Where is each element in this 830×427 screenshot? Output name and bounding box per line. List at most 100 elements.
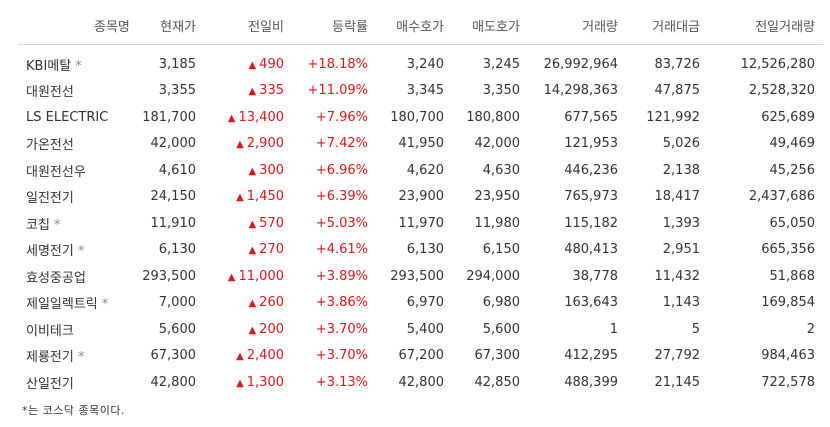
stock-name-link[interactable]: 효성중공업 [26,270,86,286]
bid-price-cell: 67,200 [398,348,445,364]
table-row: 대원전선우 4,610 ▲ 300 +6.96% 4,620 4,630 446,236 2,1… [18,157,823,184]
prev-volume-cell: 65,050 [769,215,816,231]
change-value: 570 [259,215,284,231]
trading-amount-cell: 21,145 [654,374,701,390]
stock-name-link[interactable]: LS ELECTRIC [26,109,109,125]
volume-cell: 121,953 [564,136,618,152]
up-triangle-icon: ▲ [248,218,257,230]
footnote: *는 코스닥 종목이다. [22,404,125,417]
stock-name-cell: 세명전기 * [18,237,136,264]
stock-name-cell: 일진전기 [18,184,136,211]
stock-name-link[interactable]: 이비테크 [26,323,74,339]
change-rate-cell: +18.18% [307,56,368,72]
bid-price-cell: 293,500 [390,268,444,284]
header-stock-name: 종목명 [18,6,136,45]
change-value: 2,900 [246,136,284,152]
kosdaq-mark: * [77,350,85,366]
table-row: 일진전기 24,150 ▲ 1,450 +6.39% 23,900 23,950 765,97… [18,184,823,211]
ask-price-cell: 6,150 [482,242,520,258]
volume-cell: 26,992,964 [543,56,618,72]
stock-name-link[interactable]: 제룡전기 [26,350,74,366]
volume-cell: 765,973 [564,189,618,205]
bid-price-cell: 42,800 [398,374,445,390]
up-triangle-icon: ▲ [227,112,236,124]
table-row: 산일전기 42,800 ▲ 1,300 +3.13% 42,800 42,850 488,39… [18,369,823,396]
change-value: 300 [259,162,284,178]
bid-price-cell: 4,620 [406,162,444,178]
table-row: 대원전선 3,355 ▲ 335 +11.09% 3,345 3,350 14,298,363… [18,78,823,105]
volume-cell: 14,298,363 [543,83,618,99]
table-body: KBI메탈 * 3,185 ▲ 490 +18.18% 3,240 3,245 26,992,9… [18,45,823,396]
change-rate-cell: +7.96% [315,109,368,125]
up-triangle-icon: ▲ [236,192,244,204]
table-row: 제룡전기 * 67,300 ▲ 2,400 +3.70% 67,200 67,300 412,2… [18,343,823,370]
table-header-row: 종목명 현재가 전일비 등락률 매수호가 매도호가 거래량 거래대금 전일거래량 [18,6,823,45]
table-row: 코칩 * 11,910 ▲ 570 +5.03% 11,970 11,980 115,182 1,… [18,210,823,237]
up-triangle-icon: ▲ [248,298,257,310]
change-value: 200 [259,321,284,337]
stock-name-cell: 효성중공업 [18,263,136,290]
stock-name-link[interactable]: 일진전기 [26,191,74,207]
change-cell: ▲ 570 [204,210,292,237]
ask-price-cell: 180,800 [466,109,520,125]
trading-amount-cell: 11,432 [654,268,701,284]
ask-price-cell: 3,245 [482,56,520,72]
stock-quote-table: 종목명 현재가 전일비 등락률 매수호가 매도호가 거래량 거래대금 전일거래량… [18,6,823,396]
stock-name-cell: KBI메탈 * [18,45,136,78]
change-value: 490 [259,56,284,72]
trading-amount-cell: 27,792 [654,348,701,364]
stock-name-link[interactable]: 대원전선 [26,85,74,101]
prev-volume-cell: 169,854 [761,295,815,311]
prev-volume-cell: 51,868 [769,268,816,284]
stock-name-link[interactable]: 세명전기 [26,244,74,260]
current-price-cell: 42,800 [150,374,197,390]
up-triangle-icon: ▲ [248,59,257,71]
trading-amount-cell: 2,951 [662,242,700,258]
change-value: 1,450 [246,189,284,205]
change-rate-cell: +7.42% [315,136,368,152]
change-cell: ▲ 490 [204,45,292,78]
volume-cell: 488,399 [564,374,618,390]
header-ask-price: 매도호가 [452,6,528,45]
change-rate-cell: +3.70% [315,348,368,364]
trading-amount-cell: 1,143 [662,295,700,311]
header-volume: 거래량 [528,6,626,45]
bid-price-cell: 11,970 [398,215,445,231]
stock-name-cell: 대원전선 [18,78,136,105]
change-rate-cell: +4.61% [315,242,368,258]
ask-price-cell: 42,000 [474,136,521,152]
prev-volume-cell: 625,689 [761,109,815,125]
stock-name-cell: 제룡전기 * [18,343,136,370]
prev-volume-cell: 45,256 [769,162,816,178]
stock-name-cell: LS ELECTRIC [18,104,136,131]
current-price-cell: 3,185 [158,56,196,72]
ask-price-cell: 11,980 [474,215,521,231]
stock-name-link[interactable]: 제일일렉트릭 [26,297,98,313]
change-cell: ▲ 335 [204,78,292,105]
bid-price-cell: 6,970 [406,295,444,311]
ask-price-cell: 4,630 [482,162,520,178]
change-rate-cell: +6.96% [315,162,368,178]
change-rate-cell: +5.03% [315,215,368,231]
current-price-cell: 42,000 [150,136,197,152]
current-price-cell: 3,355 [158,83,196,99]
stock-name-link[interactable]: 대원전선우 [26,164,86,180]
volume-cell: 446,236 [564,162,618,178]
table-row: 이비테크 5,600 ▲ 200 +3.70% 5,400 5,600 1 5 2 [18,316,823,343]
stock-name-link[interactable]: 산일전기 [26,376,74,392]
stock-name-link[interactable]: 가온전선 [26,138,74,154]
stock-name-link[interactable]: KBI메탈 [26,58,72,74]
stock-name-link[interactable]: 코칩 [26,217,50,233]
prev-volume-cell: 49,469 [769,136,816,152]
bid-price-cell: 5,400 [406,321,444,337]
prev-volume-cell: 722,578 [761,374,815,390]
change-cell: ▲ 2,400 [204,343,292,370]
volume-cell: 38,778 [572,268,619,284]
change-value: 13,400 [238,109,285,125]
current-price-cell: 293,500 [142,268,196,284]
header-trading-amount: 거래대금 [626,6,708,45]
prev-volume-cell: 2,437,686 [748,189,815,205]
bid-price-cell: 3,240 [406,56,444,72]
trading-amount-cell: 1,393 [662,215,700,231]
change-value: 2,400 [246,348,284,364]
